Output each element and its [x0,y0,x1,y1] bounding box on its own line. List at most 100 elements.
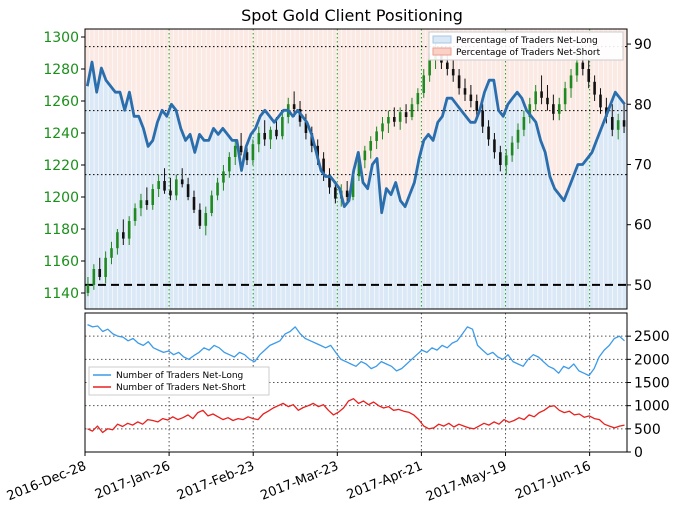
candle-body [463,88,467,95]
candle-body [599,94,602,108]
candle-body [169,190,172,196]
candle-body [422,75,426,93]
net-long-share-bar [201,140,206,309]
net-short-share-bar [477,29,482,111]
net-short-share-bar [192,29,197,153]
net-short-share-bar [150,29,155,141]
net-long-share-bar [89,62,94,309]
net-short-share-bar [267,29,272,117]
net-long-share-bar [94,92,99,310]
net-long-share-bar [416,158,421,309]
net-long-share-bar [313,152,319,309]
net-short-share-bar [384,29,389,189]
net-short-share-bar [201,29,206,141]
candle-body [522,117,526,130]
net-short-share-bar [337,29,342,189]
net-long-share-bar [295,110,300,310]
net-long-share-bar [468,122,473,309]
net-short-share-bar [603,29,608,117]
net-short-share-bar [164,29,169,117]
candle-body [204,213,208,226]
candle-body [180,179,184,185]
net-short-share-bar [99,29,104,69]
net-short-share-bar [304,29,309,123]
net-long-share-bar [379,212,384,309]
net-long-share-bar [449,98,454,309]
net-long-share-bar [187,134,192,309]
net-short-share-bar [211,29,216,129]
price-tick-label: 1160 [43,254,79,270]
net-short-share-bar [510,29,515,99]
candle-body [233,145,237,157]
candle-body [175,179,178,196]
net-long-share-bar [533,122,538,309]
net-long-share-bar [239,170,244,309]
net-short-share-bar [472,29,477,123]
net-long-share-bar [141,128,146,309]
candle-body [292,104,296,109]
net-short-share-bar [598,29,604,129]
net-long-share-bar [267,116,272,309]
net-long-share-bar [477,110,482,310]
net-long-share-bar [145,146,150,309]
net-short-share-bar [374,29,379,159]
net-long-share-bar [472,122,477,309]
candle-body [552,104,555,114]
net-short-share-bar [285,29,290,111]
chart-title: Spot Gold Client Positioning [241,6,463,25]
net-long-share-bar [580,164,585,309]
net-long-share-bar [206,140,211,309]
candle-body [269,129,272,140]
net-long-share-bar [426,134,431,309]
candle-body [569,75,573,89]
candle-body [593,81,596,95]
net-long-share-bar [113,92,118,310]
net-short-share-bar [426,29,431,135]
candle-body [198,209,202,226]
net-long-share-bar [575,164,580,309]
net-long-share-bar [85,86,90,309]
net-long-share-bar [103,80,108,309]
candle-body [322,158,325,175]
net-long-share-bar [332,182,337,309]
net-short-share-bar [318,29,323,171]
bottom-legend-label: Number of Traders Net-Short [116,383,246,393]
count-tick-label: 2500 [634,329,670,345]
candle-body [304,121,308,133]
net-short-share-bar [187,29,192,135]
net-long-share-bar [388,194,393,309]
candle-body [157,181,160,189]
net-long-share-bar [323,176,328,309]
net-short-share-bar [271,29,276,123]
net-short-share-bar [360,29,365,183]
net-short-share-bar [122,29,127,111]
net-short-share-bar [547,29,552,177]
candle-body [151,189,155,205]
candle-body [416,93,420,105]
candle-body [328,174,331,188]
net-short-share-bar [243,29,248,147]
candle-body [363,150,367,161]
candle-body [410,104,414,117]
net-long-share-bar [276,116,281,309]
net-long-share-bar [374,158,379,309]
net-long-share-bar [421,140,426,309]
candle-body [186,184,190,197]
net-short-share-bar [299,29,305,117]
candle-body [116,232,119,249]
net-short-share-bar [89,29,94,63]
net-short-share-bar [561,29,566,201]
net-long-count-line [87,324,625,377]
candle-body [622,120,626,127]
net-short-share-bar [113,29,118,93]
net-short-share-bar [206,29,211,141]
net-short-share-bar [276,29,281,117]
candle-body [516,129,520,143]
net-short-share-bar [145,29,150,147]
candle-body [133,208,137,221]
candle-body [351,176,355,197]
net-short-share-bar [608,29,613,105]
candle-body [457,75,461,89]
net-short-share-bar [575,29,580,165]
net-long-share-bar [257,116,262,309]
